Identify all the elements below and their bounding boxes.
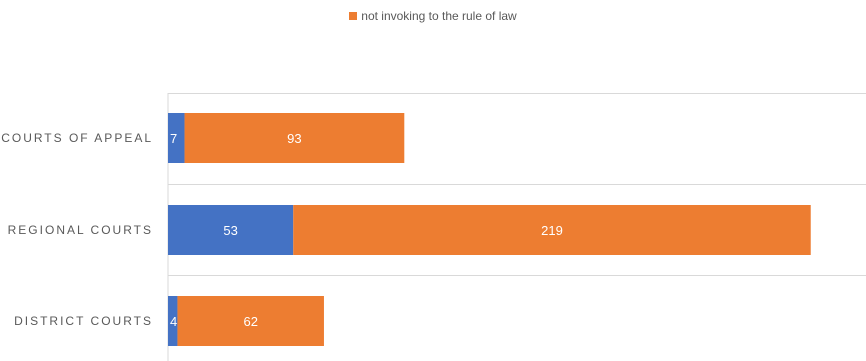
data-label: 219 xyxy=(541,223,563,238)
bars xyxy=(168,113,811,346)
legend-label: not invoking to the rule of law xyxy=(361,9,517,23)
data-label: 53 xyxy=(223,223,237,238)
bar-segment xyxy=(184,113,405,163)
legend: not invoking to the rule of law xyxy=(0,9,866,23)
bar-segment xyxy=(177,296,324,346)
bar-segment xyxy=(293,205,811,255)
data-label: 4 xyxy=(170,314,177,329)
data-label: 93 xyxy=(287,131,301,146)
data-label: 7 xyxy=(170,131,177,146)
labels: COURTS OF APPEAL 7 93 REGIONAL COURTS 53 219 D… xyxy=(1,131,563,329)
category-label: COURTS OF APPEAL xyxy=(1,131,153,145)
bar-segment xyxy=(168,296,178,346)
data-label: 62 xyxy=(243,314,257,329)
bar-segment xyxy=(168,205,294,255)
category-label: DISTRICT COURTS xyxy=(14,314,153,328)
bar-segment xyxy=(168,113,185,163)
category-label: REGIONAL COURTS xyxy=(8,223,153,237)
legend-swatch-orange xyxy=(349,12,358,20)
